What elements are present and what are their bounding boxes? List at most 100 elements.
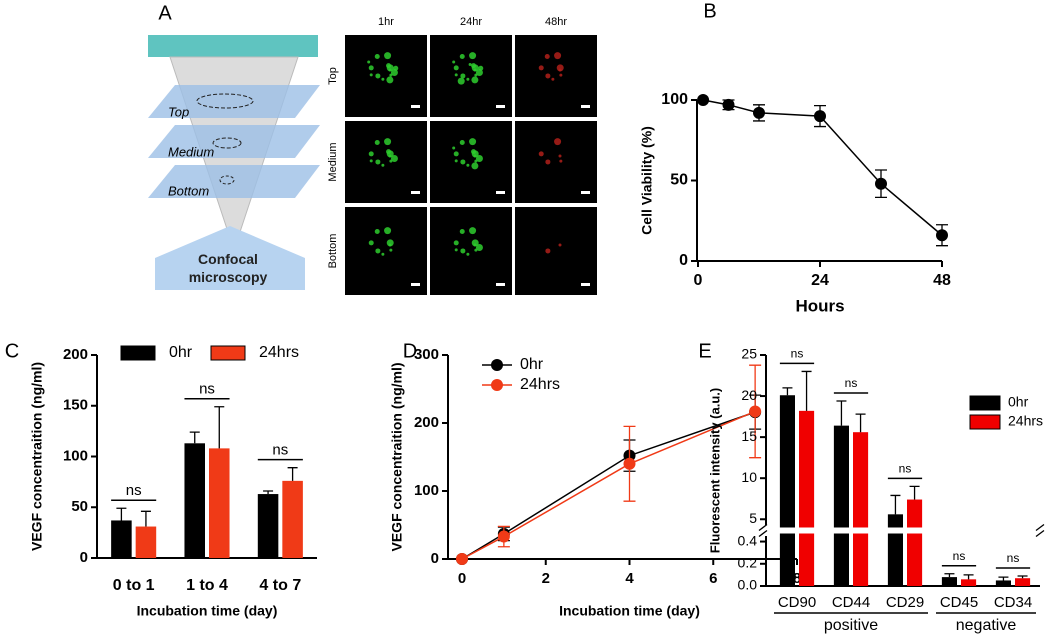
focus-ring bbox=[196, 93, 254, 109]
bar bbox=[995, 580, 1011, 586]
legend-swatch bbox=[120, 345, 156, 361]
cell bbox=[538, 65, 544, 71]
cell bbox=[468, 62, 472, 66]
legend-swatch bbox=[210, 345, 246, 361]
micrograph bbox=[345, 35, 427, 117]
x-tick-label: CD29 bbox=[886, 594, 924, 611]
plane-label: Medium bbox=[168, 144, 214, 159]
bar bbox=[779, 395, 795, 586]
row-label: Bottom bbox=[327, 234, 339, 269]
cell bbox=[368, 240, 374, 246]
x-tick-label: 8 bbox=[793, 570, 801, 587]
x-tick-label: 6 bbox=[709, 570, 717, 587]
cell bbox=[558, 243, 562, 247]
cell bbox=[459, 229, 465, 235]
cell bbox=[471, 149, 477, 155]
cell bbox=[475, 154, 483, 162]
cell bbox=[554, 52, 562, 60]
micrograph bbox=[515, 121, 597, 203]
cell bbox=[556, 64, 564, 72]
scale-bar bbox=[496, 191, 505, 194]
cell bbox=[544, 54, 550, 60]
annotation: ns bbox=[272, 442, 288, 459]
cell bbox=[460, 159, 466, 165]
annotation: ns bbox=[845, 376, 858, 390]
error-bar bbox=[963, 574, 974, 580]
plane bbox=[148, 125, 320, 158]
cell bbox=[454, 248, 458, 252]
error-bar bbox=[855, 413, 866, 433]
x-tick-label: 0 bbox=[694, 272, 703, 289]
legend-label: 0hr bbox=[1008, 394, 1029, 410]
cell bbox=[374, 54, 380, 60]
error-bar bbox=[1017, 575, 1028, 579]
cell bbox=[475, 243, 483, 251]
cell bbox=[368, 65, 374, 71]
y-tick-label: 0 bbox=[431, 550, 439, 567]
cell bbox=[384, 52, 392, 60]
cell bbox=[551, 77, 555, 81]
x-tick-label: 1 to 4 bbox=[186, 577, 228, 594]
x-axis-label: Incubation time (day) bbox=[137, 603, 278, 619]
bar bbox=[257, 494, 279, 558]
cell bbox=[460, 73, 466, 79]
legend-marker bbox=[491, 359, 503, 371]
focus-ring bbox=[212, 137, 242, 149]
plane-label: Bottom bbox=[168, 183, 209, 198]
error-bar bbox=[140, 510, 151, 527]
x-tick-label: CD45 bbox=[940, 594, 978, 611]
error-bar bbox=[836, 400, 847, 426]
panel-label: B bbox=[703, 0, 716, 22]
bar bbox=[833, 425, 849, 586]
legend-label: 24hrs bbox=[259, 344, 299, 361]
bar bbox=[209, 448, 230, 558]
scale-bar bbox=[411, 283, 420, 286]
cell bbox=[559, 159, 563, 163]
micrograph bbox=[430, 121, 512, 203]
y-axis-label: VEGF concentraition (ng/ml) bbox=[29, 362, 45, 551]
y-tick-label: 150 bbox=[63, 397, 88, 414]
micrograph bbox=[515, 207, 597, 295]
annotation: ns bbox=[126, 482, 142, 499]
x-tick-label: CD90 bbox=[778, 594, 816, 611]
y-tick-label: 10 bbox=[741, 469, 757, 485]
line bbox=[461, 411, 756, 560]
micrograph bbox=[430, 207, 512, 295]
x-tick-label: 48 bbox=[933, 272, 951, 289]
coverslip bbox=[148, 35, 318, 57]
cell bbox=[386, 149, 392, 155]
micrograph bbox=[515, 35, 597, 117]
error-bar bbox=[998, 576, 1009, 581]
y-tick-label: 200 bbox=[63, 346, 88, 363]
cell bbox=[471, 239, 479, 247]
error-bar bbox=[189, 431, 200, 444]
error-bar bbox=[890, 494, 901, 515]
row-label: Top bbox=[327, 67, 339, 85]
point bbox=[456, 553, 468, 565]
point bbox=[497, 530, 510, 543]
x-tick-label: 4 bbox=[625, 570, 634, 587]
cell bbox=[559, 73, 563, 77]
arrow bbox=[155, 226, 305, 290]
cell bbox=[454, 159, 458, 163]
cell bbox=[466, 252, 470, 256]
cell bbox=[386, 76, 394, 84]
cell bbox=[390, 154, 398, 162]
error-bar bbox=[214, 406, 225, 449]
bar bbox=[941, 577, 957, 586]
cell bbox=[469, 138, 477, 146]
y-tick-label: 50 bbox=[670, 172, 688, 189]
y-tick-label: 50 bbox=[71, 498, 88, 515]
scale-bar bbox=[581, 283, 590, 286]
point bbox=[875, 177, 887, 190]
point bbox=[722, 98, 735, 111]
column-label: 48hr bbox=[545, 16, 567, 28]
group-label: positive bbox=[824, 617, 878, 634]
group-label: negative bbox=[956, 617, 1017, 634]
scale-bar bbox=[411, 105, 420, 108]
cell bbox=[369, 73, 373, 77]
scale-bar bbox=[496, 283, 505, 286]
cell bbox=[478, 65, 484, 71]
legend-label: 24hrs bbox=[520, 376, 560, 393]
x-tick-label: CD34 bbox=[994, 594, 1032, 611]
